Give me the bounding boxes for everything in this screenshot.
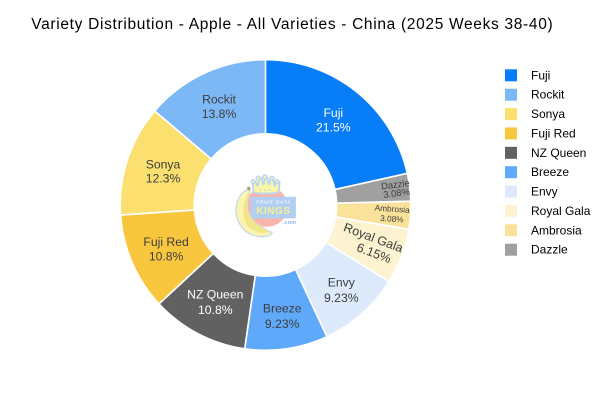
svg-text:Ambrosia: Ambrosia — [374, 202, 410, 214]
svg-text:Fuji Red: Fuji Red — [143, 235, 188, 249]
svg-text:Envy: Envy — [531, 185, 558, 199]
svg-text:Ambrosia: Ambrosia — [531, 223, 582, 237]
svg-text:Sonya: Sonya — [531, 107, 565, 121]
svg-text:13.8%: 13.8% — [202, 107, 237, 121]
svg-text:Fuji: Fuji — [323, 106, 343, 120]
svg-text:Fuji: Fuji — [531, 68, 550, 82]
svg-text:12.3%: 12.3% — [146, 171, 181, 185]
svg-text:NZ Queen: NZ Queen — [187, 287, 243, 301]
svg-text:Sonya: Sonya — [146, 158, 181, 172]
svg-text:10.8%: 10.8% — [198, 303, 233, 317]
svg-text:Dazzle: Dazzle — [531, 243, 568, 257]
svg-text:Dazzle: Dazzle — [380, 177, 410, 191]
svg-text:Breeze: Breeze — [531, 165, 569, 179]
svg-text:Breeze: Breeze — [263, 302, 302, 316]
svg-text:3.08%: 3.08% — [383, 186, 411, 200]
svg-text:Rockit: Rockit — [202, 92, 236, 106]
svg-text:NZ Queen: NZ Queen — [531, 146, 586, 160]
svg-text:KINGS: KINGS — [256, 206, 291, 217]
svg-text:FRUIT DATA: FRUIT DATA — [256, 199, 291, 204]
svg-text:9.23%: 9.23% — [265, 317, 300, 331]
svg-text:Fuji Red: Fuji Red — [531, 126, 576, 140]
svg-text:.com: .com — [283, 220, 296, 226]
svg-text:Royal Gala: Royal Gala — [531, 204, 591, 218]
svg-text:Rockit: Rockit — [531, 88, 565, 102]
svg-text:9.23%: 9.23% — [324, 291, 359, 305]
svg-text:Envy: Envy — [328, 276, 356, 290]
svg-text:Variety Distribution - Apple -: Variety Distribution - Apple - All Varie… — [31, 16, 553, 33]
svg-text:3.08%: 3.08% — [380, 213, 405, 225]
svg-text:21.5%: 21.5% — [316, 121, 351, 135]
svg-text:10.8%: 10.8% — [149, 250, 184, 264]
